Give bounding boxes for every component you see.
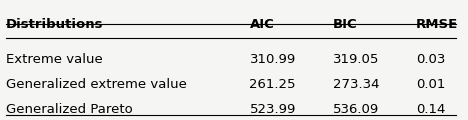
Text: 261.25: 261.25 xyxy=(249,78,296,91)
Text: BIC: BIC xyxy=(333,18,357,31)
Text: AIC: AIC xyxy=(249,18,274,31)
Text: Generalized extreme value: Generalized extreme value xyxy=(6,78,187,91)
Text: 319.05: 319.05 xyxy=(333,53,379,66)
Text: RMSE: RMSE xyxy=(416,18,458,31)
Text: 0.03: 0.03 xyxy=(416,53,445,66)
Text: 0.14: 0.14 xyxy=(416,103,445,116)
Text: Distributions: Distributions xyxy=(6,18,103,31)
Text: 273.34: 273.34 xyxy=(333,78,379,91)
Text: Generalized Pareto: Generalized Pareto xyxy=(6,103,133,116)
Text: 310.99: 310.99 xyxy=(249,53,296,66)
Text: 0.01: 0.01 xyxy=(416,78,445,91)
Text: 523.99: 523.99 xyxy=(249,103,296,116)
Text: 536.09: 536.09 xyxy=(333,103,379,116)
Text: Extreme value: Extreme value xyxy=(6,53,103,66)
